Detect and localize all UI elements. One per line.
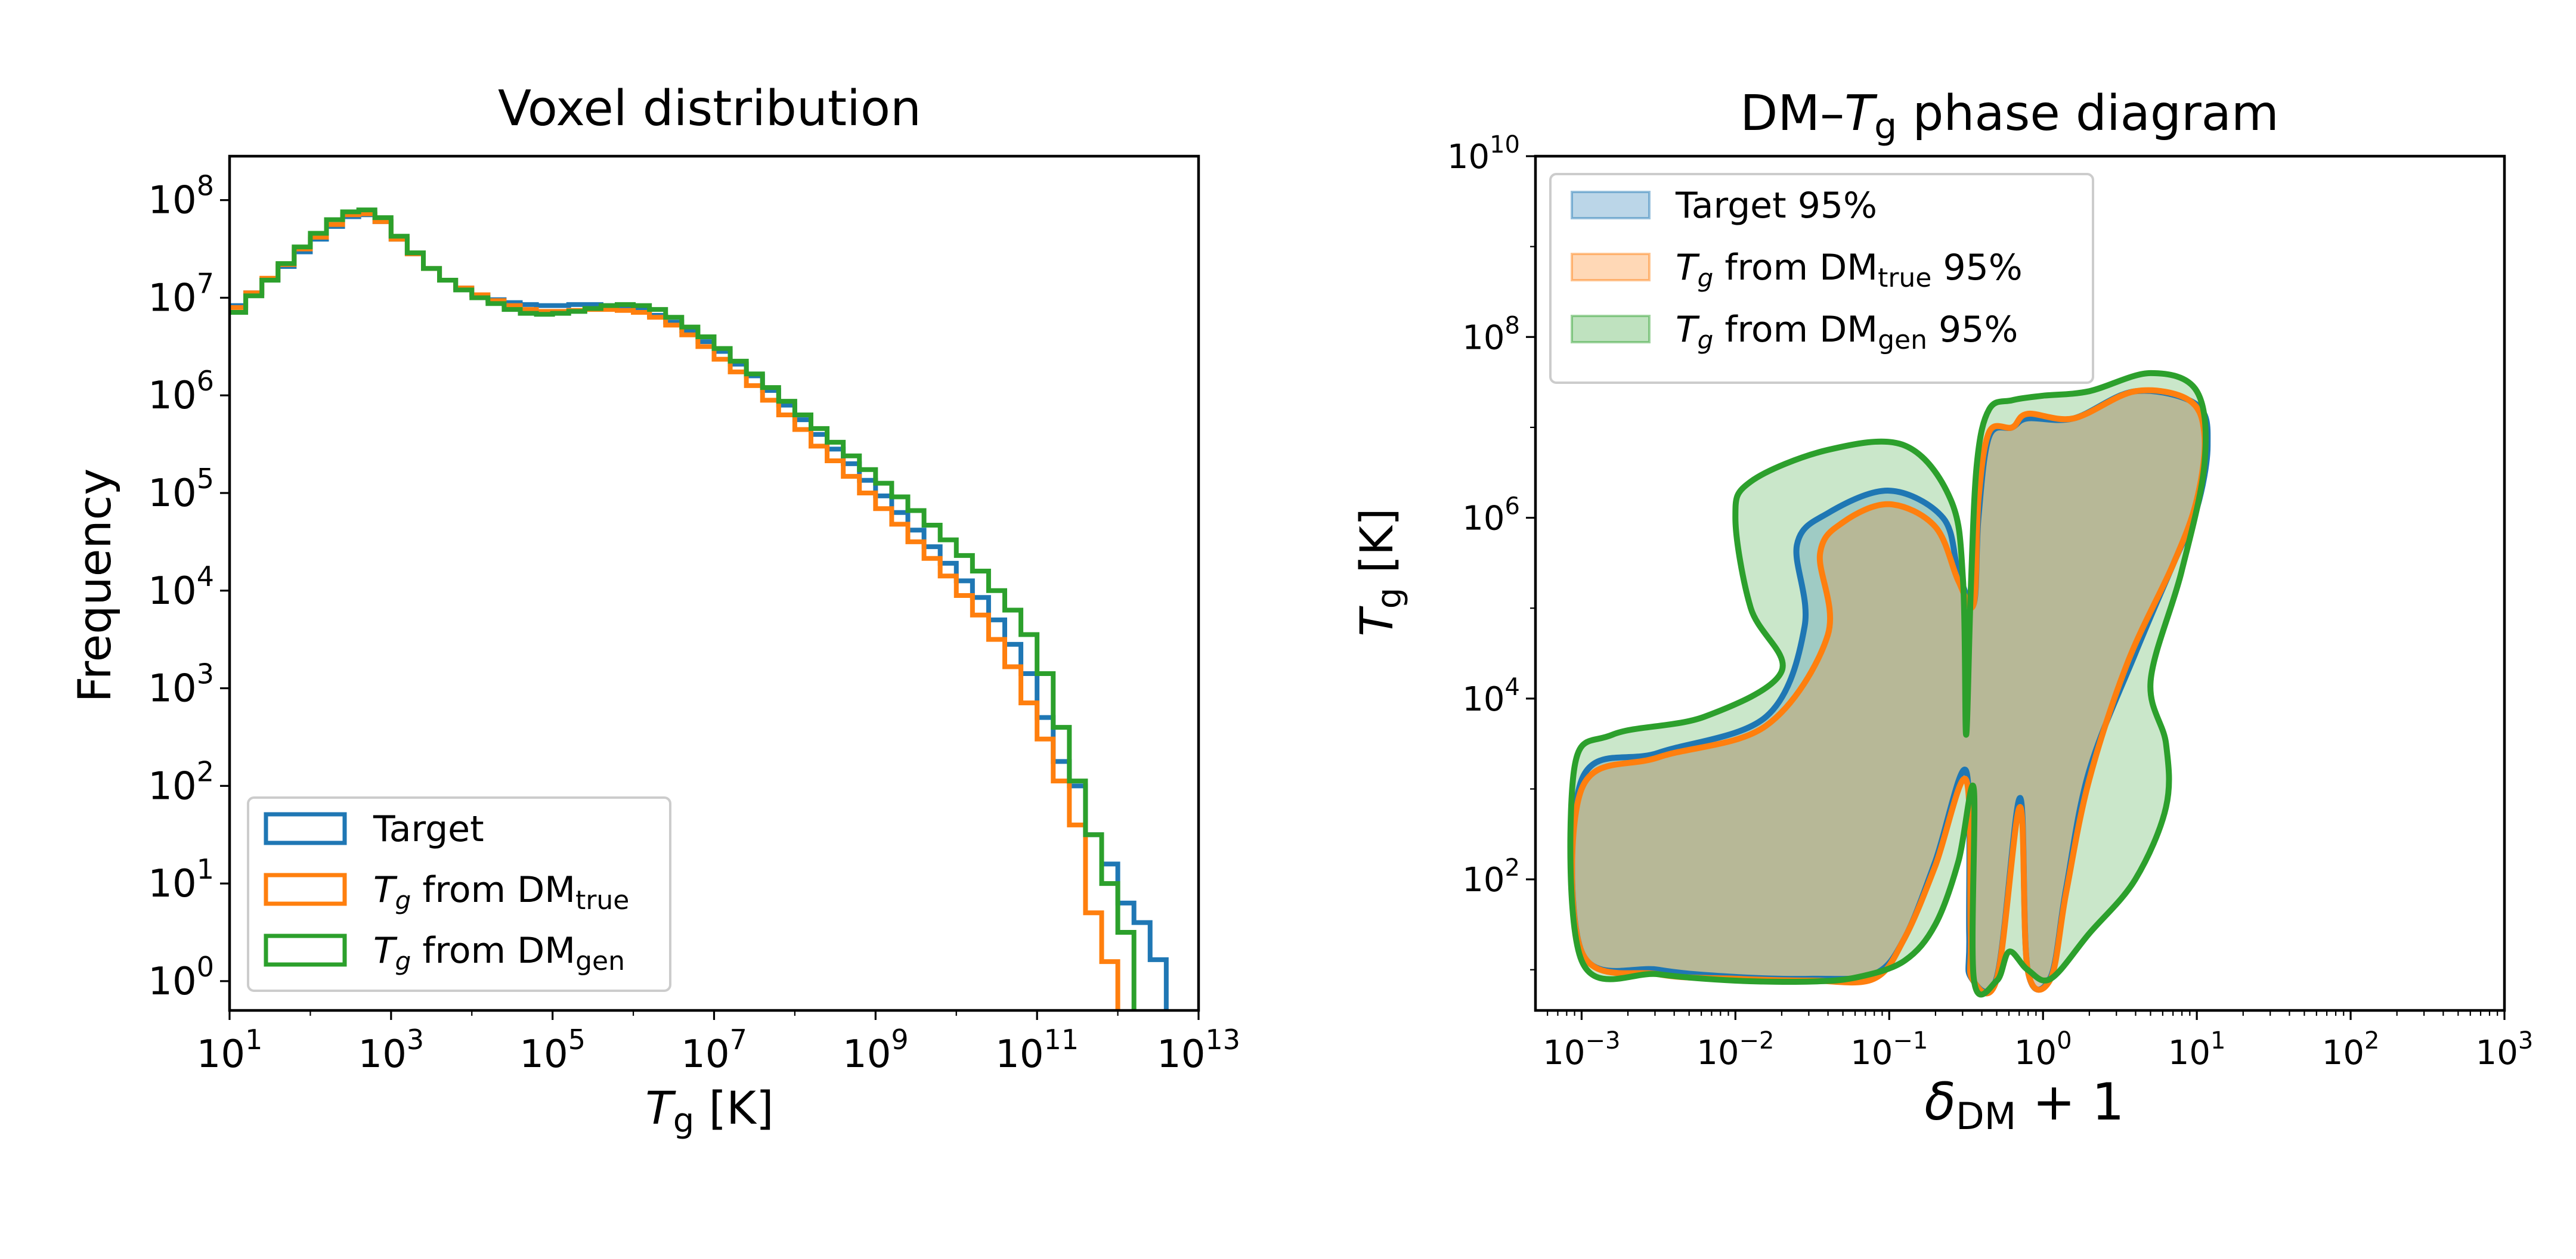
right-legend-box [1549, 173, 2094, 384]
contour-line-dm_gen [1567, 370, 2209, 998]
left-y-axis-label: Frequency [68, 469, 121, 703]
left-y-tick-label: 101 [148, 853, 214, 906]
left-legend-swatch-dm_true [264, 873, 347, 906]
left-legend-label-dm_gen: Tg from DMgen [373, 930, 625, 976]
left-xlabel-unit: [K] [694, 1081, 773, 1134]
left-x-tick-label: 109 [843, 1024, 909, 1077]
right-title-end: phase diagram [1897, 85, 2279, 142]
right-y-axis-label: Tg [K] [1350, 508, 1409, 636]
right-y-tick-label: 104 [1462, 674, 1520, 719]
right-y-tick-label: 1010 [1447, 131, 1520, 176]
right-plot-area [1567, 370, 2211, 998]
right-ticks: 10−3 10−2 10−1 100 101 102 103 102 104 106 108 1010 [1447, 131, 2534, 1072]
histogram-dm_gen [230, 207, 1137, 1010]
right-ylabel-main: T [1350, 606, 1403, 637]
contour-fill-target [1572, 390, 2208, 993]
left-y-tick-label: 105 [148, 463, 214, 516]
left-ticks: 101 103 105 107 109 1011 1013 100 101 102 103 104 10… [148, 170, 1240, 1077]
left-x-axis-label: Tg [K] [645, 1081, 773, 1140]
right-x-axis-label: δDM + 1 [1924, 1072, 2124, 1138]
left-xlabel-sub: g [673, 1102, 695, 1140]
right-y-tick-label: 102 [1462, 854, 1520, 900]
right-legend-label-target: Target 95% [1675, 185, 1877, 227]
left-y-tick-label: 106 [148, 365, 214, 418]
right-x-tick-label: 10−2 [1696, 1027, 1774, 1072]
left-x-tick-label: 105 [519, 1024, 586, 1077]
left-panel-voxel-distribution: Voxel distribution 101 103 105 107 109 1011 10… [68, 80, 1240, 1140]
right-legend: Target 95% Tg from DMtrue 95% Tg from DMge… [1549, 173, 2094, 384]
right-chart-title: DM–Tg phase diagram [1740, 85, 2279, 147]
left-x-tick-label: 101 [197, 1024, 263, 1077]
right-y-tick-label: 106 [1462, 493, 1520, 538]
right-axes-frame [1534, 154, 2506, 1012]
right-title-main: DM– [1740, 85, 1844, 142]
right-x-tick-label: 100 [2014, 1027, 2072, 1072]
right-y-tick-label: 108 [1462, 312, 1520, 357]
left-legend-swatch-target [264, 812, 347, 845]
contour-fill-dm_gen [1570, 373, 2206, 995]
right-x-tick-label: 101 [2168, 1027, 2226, 1072]
contour-line-dm_true [1569, 387, 2208, 997]
contour-fill-dm_true [1572, 390, 2205, 994]
left-xlabel-main: T [645, 1081, 676, 1134]
left-y-tick-label: 103 [148, 658, 214, 711]
right-title-T: T [1844, 85, 1878, 142]
histogram-dm_true [230, 211, 1120, 1010]
right-legend-swatch-target [1571, 191, 1651, 219]
left-y-tick-label: 104 [148, 560, 214, 613]
right-x-tick-label: 10−1 [1850, 1027, 1928, 1072]
right-legend-label-dm_true: Tg from DMtrue 95% [1676, 247, 2023, 293]
left-x-tick-label: 1011 [995, 1024, 1079, 1077]
right-panel-phase-diagram: DM–Tg phase diagram 10−3 10−2 10−1 100 101 10… [1350, 85, 2533, 1138]
right-x-tick-label: 103 [2476, 1027, 2534, 1072]
right-title-sub: g [1874, 106, 1897, 147]
right-ylabel-sub: g [1370, 588, 1409, 609]
left-y-tick-label: 107 [148, 267, 214, 320]
left-legend-swatch-dm_gen [264, 934, 347, 967]
right-xlabel-end: + 1 [2016, 1072, 2124, 1132]
left-y-tick-label: 108 [148, 170, 214, 223]
left-plot-area [230, 207, 1169, 1010]
right-legend-swatch-dm_gen [1571, 315, 1651, 343]
right-xlabel-sub: DM [1956, 1094, 2016, 1138]
left-legend-label-dm_true: Tg from DMtrue [373, 869, 629, 916]
left-x-tick-label: 103 [358, 1024, 424, 1077]
left-legend-label-target: Target [373, 808, 484, 850]
left-x-tick-label: 107 [681, 1024, 747, 1077]
left-y-tick-label: 100 [148, 951, 214, 1004]
right-x-tick-label: 10−3 [1543, 1027, 1620, 1072]
right-legend-swatch-dm_true [1571, 253, 1651, 281]
right-ylabel-unit: [K] [1350, 508, 1403, 587]
left-chart-title: Voxel distribution [498, 80, 921, 137]
right-legend-label-dm_gen: Tg from DMgen 95% [1676, 309, 2018, 355]
left-y-tick-label: 102 [148, 755, 214, 808]
left-x-tick-label: 1013 [1157, 1024, 1240, 1077]
right-xlabel-main: δ [1924, 1072, 1956, 1132]
right-x-tick-label: 102 [2322, 1027, 2380, 1072]
left-legend-box [247, 796, 671, 992]
left-legend: Target Tg from DMtrue Tg from DMgen [247, 796, 671, 992]
